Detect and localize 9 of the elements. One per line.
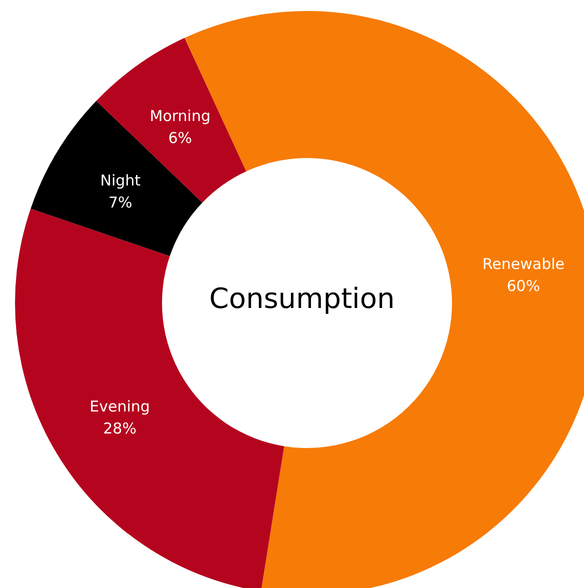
data-label: 60% — [506, 277, 540, 296]
data-label: 28% — [103, 420, 136, 438]
slice-label: Morning — [150, 107, 211, 126]
data-label: 6% — [168, 129, 192, 148]
text: Consumption — [209, 282, 395, 315]
slice-label: Renewable — [482, 255, 564, 274]
data-label: 7% — [108, 193, 132, 212]
slice-label: Night — [100, 171, 141, 190]
slice-label: Evening — [90, 398, 150, 416]
